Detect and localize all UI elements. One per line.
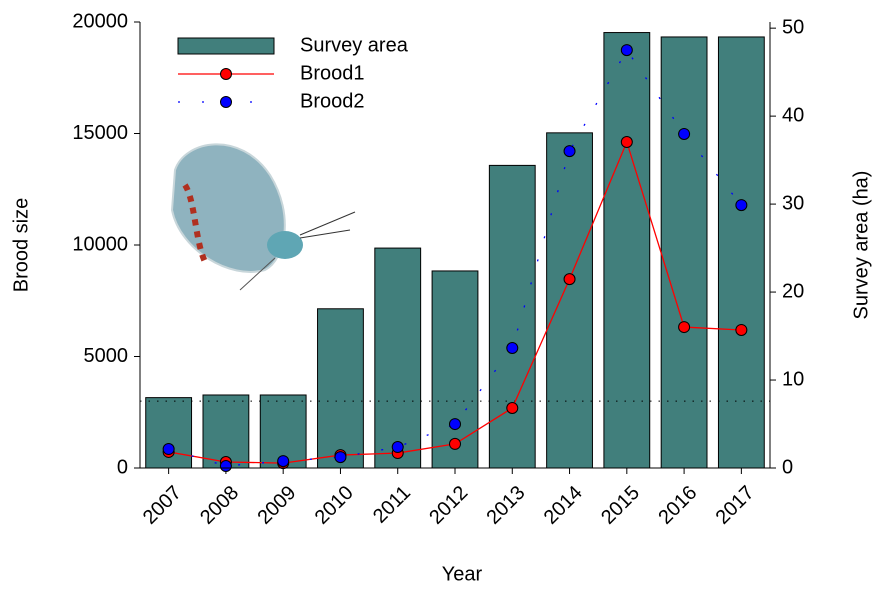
y2-tick-label: 10 (782, 368, 804, 390)
bar (431, 270, 479, 469)
point (162, 443, 175, 456)
point (449, 418, 461, 431)
legend-swatch (177, 37, 275, 55)
bar (660, 36, 708, 469)
point (620, 44, 633, 57)
bar (488, 164, 536, 469)
x-tick-label: 2011 (369, 482, 415, 528)
x-tick-label: 2008 (196, 482, 243, 529)
x-tick-label: 2010 (311, 482, 358, 529)
x-tick-label: 2016 (654, 482, 701, 529)
point (506, 342, 519, 355)
y2-axis-label: Survey area (ha) (850, 171, 872, 320)
point (620, 135, 633, 148)
legend-label: Survey area (300, 34, 409, 56)
legend-label: Brood2 (300, 90, 365, 112)
y2-tick-label: 50 (782, 16, 804, 38)
y2-tick-label: 20 (782, 280, 804, 302)
y-tick-label: 15000 (72, 122, 128, 144)
point (506, 402, 519, 415)
bar (546, 132, 593, 469)
y-axis-label: Brood size (10, 198, 32, 293)
point (334, 451, 347, 464)
y-tick-label: 10000 (72, 233, 128, 255)
x-tick-label: 2017 (712, 482, 759, 529)
point (219, 459, 232, 472)
point (678, 321, 691, 334)
x-tick-label: 2009 (253, 482, 300, 529)
y-tick-label: 20000 (72, 10, 128, 32)
x-tick-label: 2013 (483, 482, 530, 529)
point (563, 145, 576, 158)
legend-marker (220, 96, 232, 108)
y2-tick-label: 30 (782, 192, 804, 214)
point (735, 323, 748, 336)
x-tick-label: 2012 (425, 482, 472, 529)
y2-tick-label: 40 (782, 104, 804, 126)
legend-marker (220, 68, 232, 80)
point (735, 199, 748, 212)
bar (717, 36, 765, 469)
point (563, 273, 576, 286)
bar (603, 32, 651, 469)
line (168, 48, 742, 467)
x-tick-label: 2007 (139, 482, 186, 529)
legend-label: Brood1 (300, 62, 365, 84)
bar (202, 394, 250, 469)
y-tick-label: 0 (117, 456, 128, 478)
bar (317, 308, 364, 469)
point (277, 455, 290, 468)
x-tick-label: 2014 (540, 482, 587, 529)
x-tick-label: 2015 (597, 482, 644, 529)
y2-tick-label: 0 (782, 456, 793, 478)
x-axis-label: Year (442, 563, 483, 585)
y-tick-label: 5000 (84, 345, 129, 367)
butterfly-illustration (170, 143, 356, 291)
point (391, 441, 404, 454)
point (449, 437, 461, 450)
point (678, 127, 691, 140)
bar (374, 247, 422, 469)
